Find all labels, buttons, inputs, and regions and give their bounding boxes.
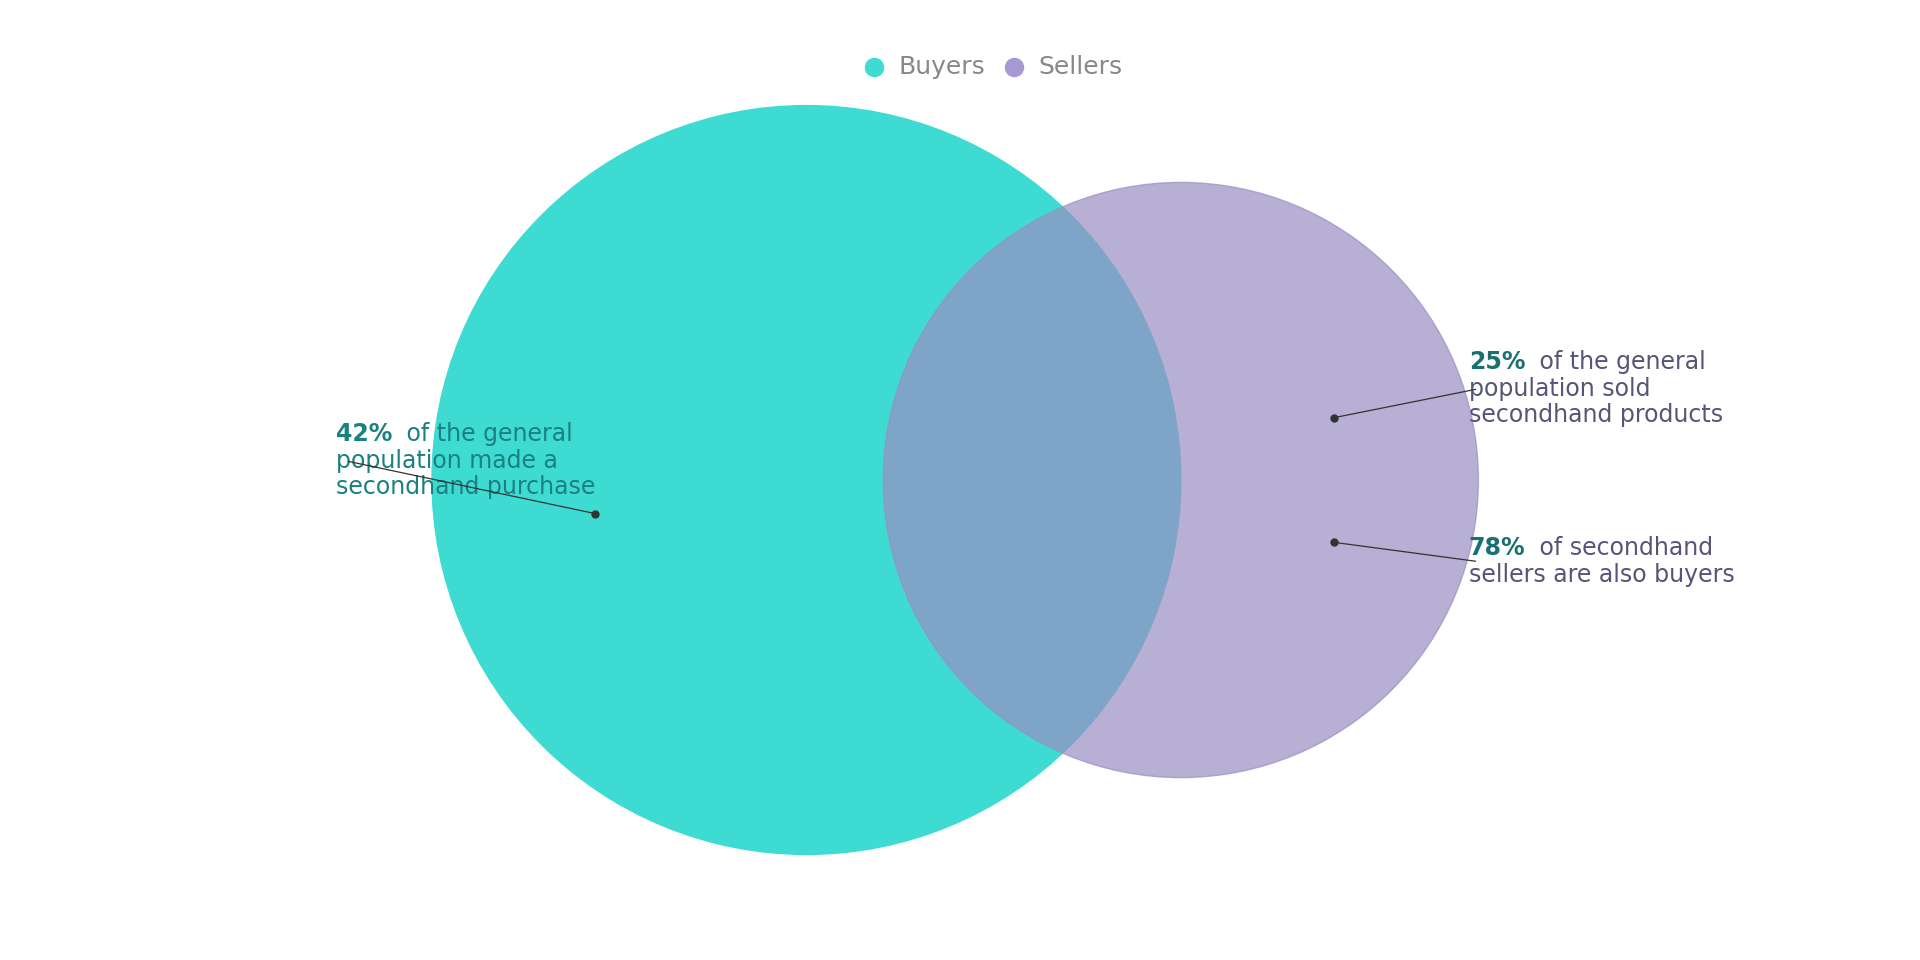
Text: of the general: of the general	[399, 422, 572, 446]
Text: Buyers: Buyers	[899, 55, 985, 79]
Text: secondhand purchase: secondhand purchase	[336, 475, 595, 499]
Text: Sellers: Sellers	[1039, 55, 1123, 79]
Ellipse shape	[432, 106, 1181, 854]
Text: secondhand products: secondhand products	[1469, 403, 1722, 427]
Text: population sold: population sold	[1469, 377, 1651, 401]
Text: of the general: of the general	[1532, 350, 1705, 374]
Text: sellers are also buyers: sellers are also buyers	[1469, 563, 1734, 587]
Ellipse shape	[883, 182, 1478, 778]
Text: 78%: 78%	[1469, 537, 1524, 561]
Text: 42%: 42%	[336, 422, 392, 446]
Text: 25%: 25%	[1469, 350, 1524, 374]
Text: of secondhand: of secondhand	[1532, 537, 1713, 561]
Text: population made a: population made a	[336, 448, 559, 472]
